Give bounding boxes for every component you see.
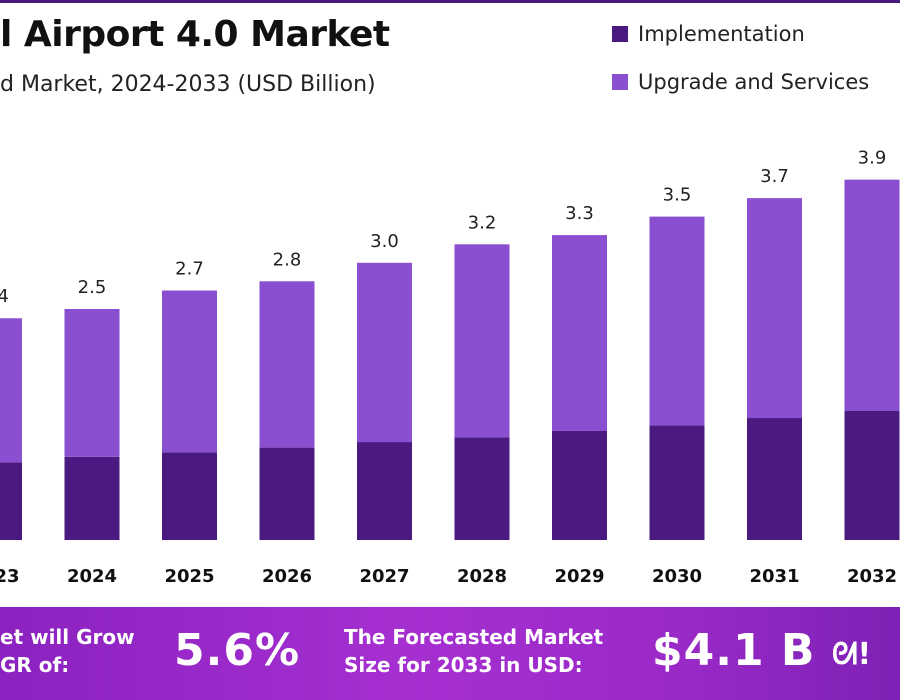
x-tick-2030: 2030 — [652, 566, 702, 587]
legend-item-upgrade: Upgrade and Services — [612, 70, 869, 94]
bar-implementation-2031 — [747, 418, 802, 540]
total-label-2031: 3.7 — [760, 166, 789, 187]
x-tick-2028: 2028 — [457, 566, 507, 587]
bar-implementation-2030 — [649, 425, 705, 540]
cagr-text-line1: et will Grow — [0, 625, 135, 649]
legend-label: Implementation — [638, 22, 805, 46]
forecast-text-line2: Size for 2033 in USD: — [344, 653, 583, 677]
bar-implementation-2023 — [0, 462, 22, 540]
cagr-value: 5.6% — [174, 625, 301, 676]
bar-upgrade-2025 — [162, 290, 217, 453]
total-label-2028: 3.2 — [468, 212, 497, 233]
bar-upgrade-2032 — [844, 179, 900, 411]
legend-label: Upgrade and Services — [638, 70, 870, 94]
total-label-2030: 3.5 — [663, 185, 692, 206]
bar-upgrade-2023 — [0, 318, 22, 463]
forecast-text-line1: The Forecasted Market — [344, 625, 604, 649]
bar-implementation-2026 — [259, 447, 315, 540]
x-tick-2025: 2025 — [164, 566, 214, 587]
x-tick-2024: 2024 — [67, 566, 117, 587]
cagr-text-line2: GR of: — [0, 653, 70, 677]
bar-upgrade-2027 — [357, 262, 412, 443]
chart-subtitle: d Market, 2024-2033 (USD Billion) — [0, 72, 376, 97]
summary-banner: et will Grow GR of: 5.6% The Forecasted … — [0, 607, 900, 700]
x-tick-2023: 2023 — [0, 566, 20, 587]
total-label-2027: 3.0 — [370, 231, 399, 252]
bar-upgrade-2026 — [259, 281, 315, 448]
bar-implementation-2025 — [162, 452, 217, 540]
chart-title: l Airport 4.0 Market — [0, 14, 390, 55]
bar-upgrade-2029 — [552, 235, 607, 431]
legend-swatch — [612, 74, 628, 90]
total-label-2025: 2.7 — [175, 259, 204, 280]
brand-logo-icon: ᘛ! — [832, 637, 872, 672]
x-tick-2029: 2029 — [554, 566, 604, 587]
bar-implementation-2027 — [357, 442, 412, 540]
bar-implementation-2032 — [844, 410, 900, 540]
bar-upgrade-2024 — [64, 309, 120, 457]
total-label-2032: 3.9 — [858, 148, 887, 169]
legend-item-implementation: Implementation — [612, 22, 805, 46]
forecast-value: $4.1 B — [652, 625, 816, 676]
x-tick-2031: 2031 — [749, 566, 799, 587]
total-label-2029: 3.3 — [565, 203, 594, 224]
legend-swatch — [612, 26, 628, 42]
bar-implementation-2029 — [552, 430, 607, 540]
bar-implementation-2028 — [454, 437, 510, 540]
forecast-text: The Forecasted Market Size for 2033 in U… — [344, 623, 603, 679]
cagr-text: et will Grow GR of: — [0, 623, 135, 679]
bar-upgrade-2030 — [649, 216, 705, 426]
chart-area: 2.4 2023 2.5 2024 2.7 2025 2.8 2026 3.0 2027 3.2 20… — [0, 148, 900, 587]
bar-implementation-2024 — [64, 456, 120, 540]
bar-upgrade-2031 — [747, 198, 802, 419]
x-tick-2027: 2027 — [359, 566, 409, 587]
top-border — [0, 0, 900, 3]
x-tick-2032: 2032 — [847, 566, 897, 587]
total-label-2024: 2.5 — [78, 277, 107, 298]
bar-chart: 2.4 2023 2.5 2024 2.7 2025 2.8 2026 3.0 2027 3.2 20… — [0, 148, 900, 587]
bar-upgrade-2028 — [454, 244, 510, 438]
total-label-2026: 2.8 — [273, 249, 302, 270]
x-tick-2026: 2026 — [262, 566, 312, 587]
total-label-2023: 2.4 — [0, 286, 9, 307]
